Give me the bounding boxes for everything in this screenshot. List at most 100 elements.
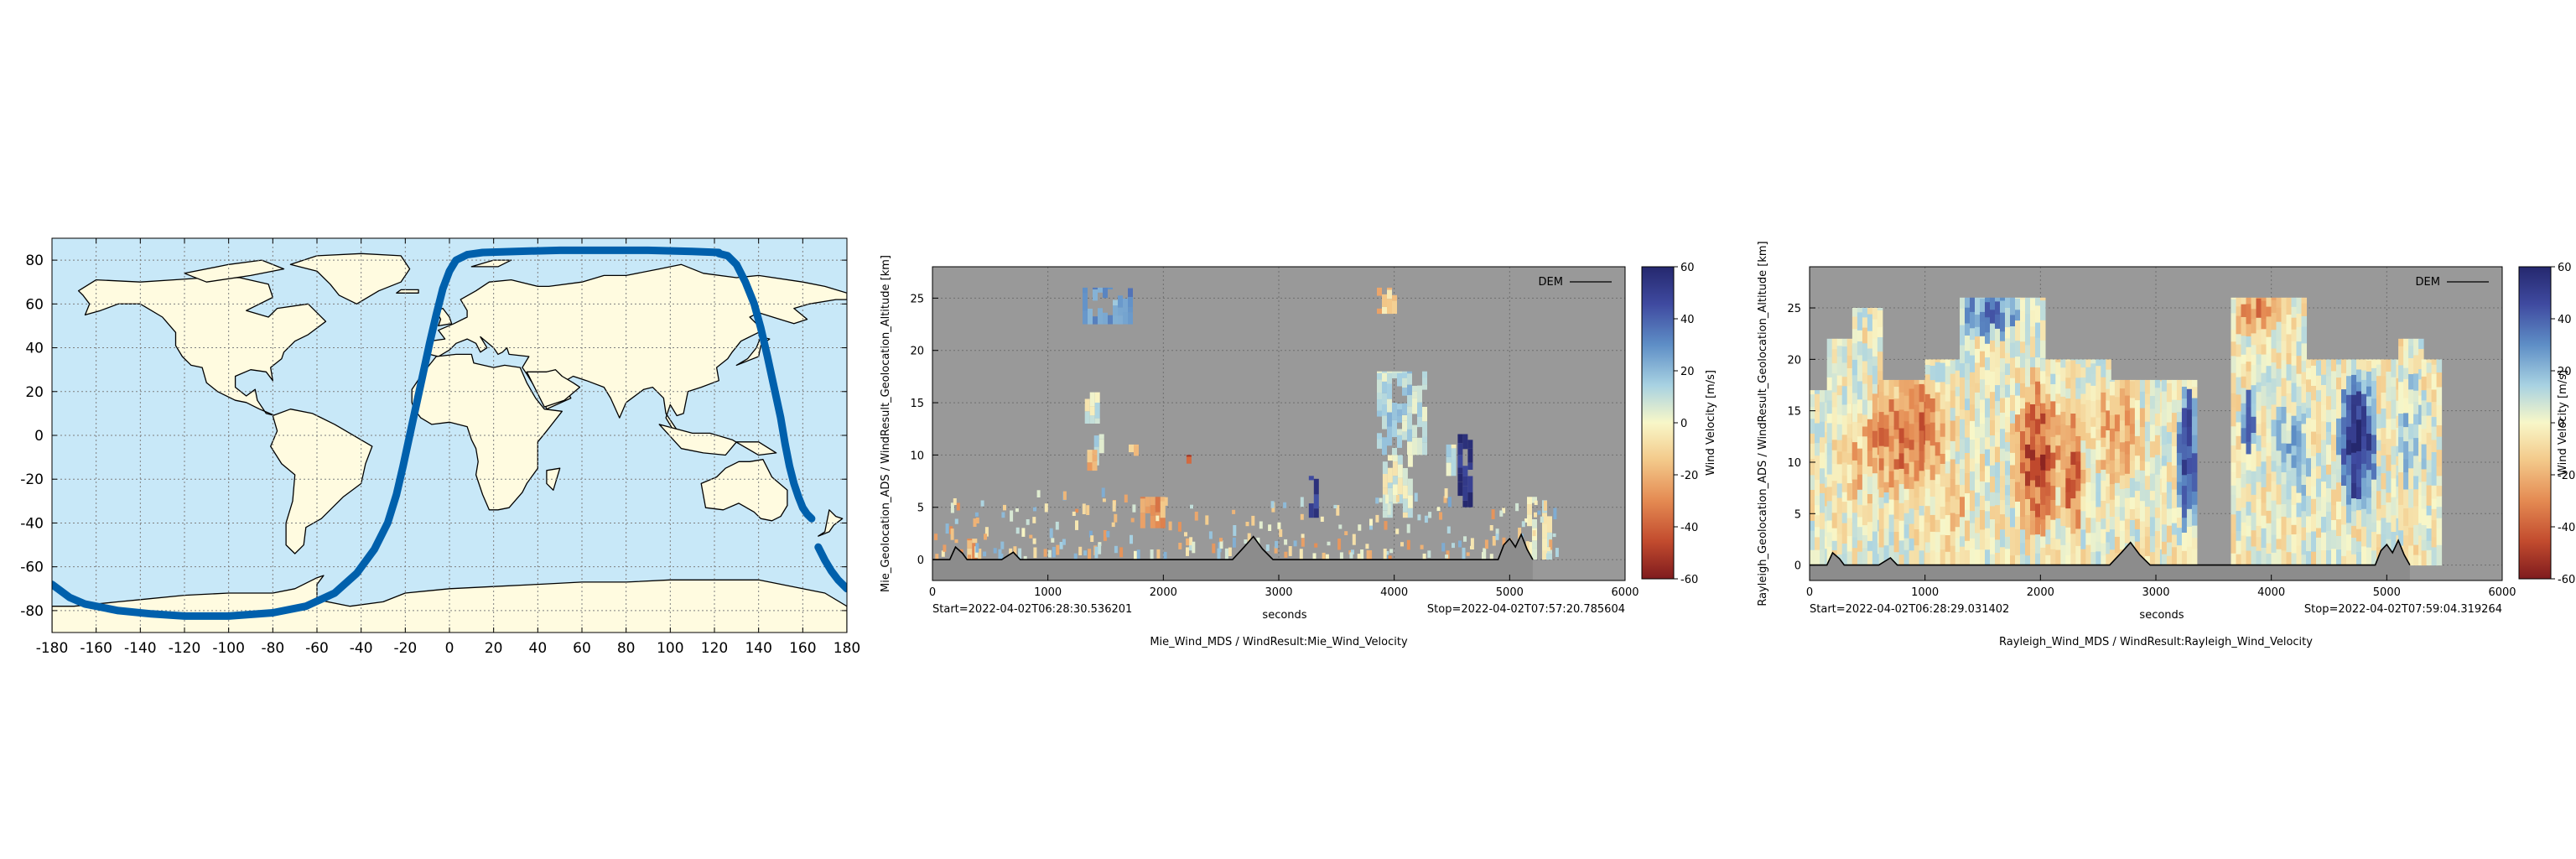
rayleigh-wind-cell (2271, 419, 2277, 437)
mie-wind-cell (1382, 510, 1388, 518)
rayleigh-wind-cell (2050, 383, 2056, 402)
rayleigh-wind-cell (2361, 495, 2367, 509)
rayleigh-wind-cell (2114, 495, 2121, 507)
rayleigh-wind-cell (2129, 497, 2136, 509)
mie-wind-cell (1130, 518, 1135, 523)
rayleigh-wind-cell (2391, 418, 2397, 430)
rayleigh-wind-cell (2413, 554, 2419, 566)
rayleigh-wind-cell (2413, 505, 2419, 525)
rayleigh-wind-cell (1826, 357, 1833, 377)
rayleigh-wind-cell (1914, 460, 1920, 482)
mie-wind-cell (1365, 544, 1369, 549)
mie-wind-cell (1094, 392, 1100, 403)
rayleigh-wind-cell (2311, 551, 2317, 566)
rayleigh-wind-cell (2149, 379, 2156, 396)
rayleigh-wind-cell (2246, 501, 2251, 516)
rayleigh-wind-cell (2010, 526, 2016, 538)
rayleigh-wind-cell (1852, 499, 1858, 513)
rayleigh-wind-cell (2154, 425, 2161, 435)
rayleigh-wind-cell (1841, 523, 1848, 544)
rayleigh-wind-cell (2316, 510, 2322, 528)
rayleigh-wind-cell (1965, 335, 1971, 351)
rayleigh-wind-cell (2381, 455, 2386, 474)
mie-wind-cell (1527, 514, 1532, 527)
mie-wind-cell (1177, 522, 1182, 532)
rayleigh-wind-cell (1836, 463, 1843, 484)
rayleigh-wind-cell (2114, 414, 2121, 432)
rayleigh-wind-cell (2231, 299, 2236, 314)
rayleigh-wind-cell (2020, 430, 2026, 450)
rayleigh-wind-cell (2231, 355, 2236, 373)
rayleigh-wind-cell (2065, 477, 2071, 492)
rayleigh-wind-cell (2171, 508, 2178, 523)
map-x-tick-label: 0 (445, 640, 454, 657)
rayleigh-wind-cell (2301, 433, 2307, 453)
rayleigh-wind-cell (2176, 399, 2183, 413)
rayleigh-wind-cell (2171, 445, 2178, 466)
mie-wind-cell (1336, 505, 1340, 516)
rayleigh-wind-cell (2035, 503, 2041, 518)
rayleigh-wind-cell (1841, 543, 1848, 554)
mie-wind-cell (1300, 513, 1304, 520)
rayleigh-wind-cell (1836, 424, 1843, 440)
rayleigh-wind-cell (2025, 498, 2031, 516)
rayleigh-wind-cell (1975, 362, 1981, 383)
rayleigh-wind-cell (2085, 517, 2091, 534)
rayleigh-wind-cell (1878, 508, 1885, 529)
mie-wind-cell (1382, 487, 1388, 495)
rayleigh-wind-cell (1836, 414, 1843, 424)
rayleigh-wind-cell (1831, 480, 1838, 496)
rayleigh-wind-cell (2085, 482, 2091, 503)
rayleigh-wind-cell (1862, 490, 1868, 506)
rayleigh-wind-cell (1970, 538, 1976, 549)
rayleigh-wind-cell (1867, 331, 1873, 349)
rayleigh-wind-cell (2376, 428, 2382, 440)
rayleigh-wind-cell (1903, 473, 1910, 489)
rayleigh-wind-cell (2144, 383, 2151, 394)
rayleigh-wind-cell (2421, 524, 2428, 540)
rayleigh-wind-cell (2281, 309, 2287, 324)
rayleigh-wind-cell (2186, 508, 2193, 527)
map-y-tick-label: -40 (20, 515, 44, 532)
rayleigh-wind-cell (2281, 377, 2287, 397)
rayleigh-wind-cell (1985, 343, 1991, 358)
rayleigh-wind-cell (2030, 383, 2036, 404)
mie-x-tick-label: 4000 (1380, 586, 1408, 599)
rayleigh-wind-cell (2060, 525, 2066, 545)
rayleigh-wind-cell (2311, 531, 2317, 552)
rayleigh-wind-cell (1970, 471, 1976, 491)
rayleigh-x-tick-label: 0 (1806, 586, 1813, 599)
rayleigh-wind-cell (2070, 464, 2076, 480)
rayleigh-wind-cell (1950, 545, 1956, 566)
rayleigh-wind-cell (1924, 408, 1931, 424)
mie-colorbar-tick-label: -20 (1680, 470, 1698, 482)
rayleigh-wind-cell (2331, 388, 2337, 409)
mie-wind-cell (1377, 371, 1382, 373)
rayleigh-wind-cell (1826, 455, 1833, 475)
rayleigh-wind-cell (2154, 518, 2161, 532)
rayleigh-wind-cell (2336, 549, 2342, 566)
rayleigh-wind-cell (1945, 366, 1951, 385)
rayleigh-wind-cell (2015, 356, 2021, 368)
mie-wind-cell (1532, 530, 1536, 537)
rayleigh-wind-cell (2101, 518, 2106, 529)
rayleigh-wind-cell (2261, 502, 2267, 516)
rayleigh-wind-cell (2276, 352, 2282, 369)
rayleigh-wind-cell (1893, 531, 1900, 553)
rayleigh-wind-cell (2030, 325, 2036, 337)
rayleigh-wind-cell (2045, 495, 2051, 516)
rayleigh-wind-cell (2060, 367, 2066, 382)
rayleigh-wind-cell (2316, 434, 2322, 453)
rayleigh-wind-cell (2286, 480, 2292, 500)
rayleigh-wind-cell (2336, 501, 2342, 520)
rayleigh-wind-cell (2251, 332, 2257, 346)
rayleigh-wind-cell (1960, 484, 1966, 497)
mie-wind-cell (1325, 554, 1329, 560)
rayleigh-wind-cell (1914, 544, 1920, 566)
rayleigh-wind-cell (1980, 495, 1986, 510)
rayleigh-wind-cell (2106, 359, 2111, 370)
rayleigh-wind-cell (1970, 490, 1976, 512)
rayleigh-wind-cell (2075, 359, 2081, 364)
rayleigh-wind-cell (2256, 450, 2262, 467)
rayleigh-wind-cell (2154, 400, 2161, 414)
